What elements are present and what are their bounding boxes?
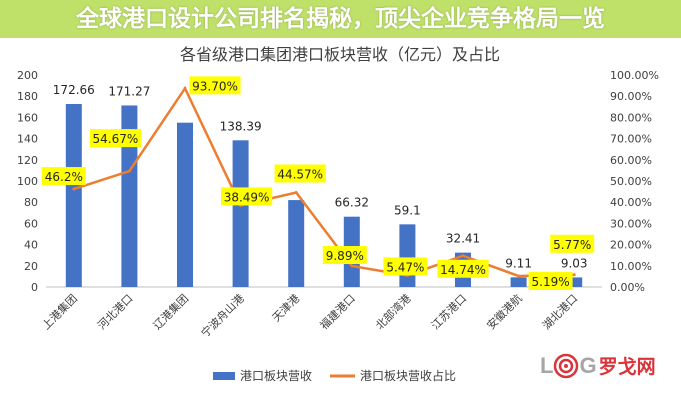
y-left-tick-label: 180 bbox=[17, 90, 38, 103]
pct-value-label: 5.77% bbox=[553, 238, 591, 252]
x-tick-label: 上港集团 bbox=[39, 291, 80, 332]
pct-label-box bbox=[528, 271, 573, 290]
y-left-tick-label: 0 bbox=[31, 281, 38, 294]
line-point bbox=[183, 86, 187, 90]
legend-swatch-bar bbox=[213, 372, 235, 380]
legend-label-line: 港口板块营收占比 bbox=[360, 368, 456, 383]
pct-label-box bbox=[550, 234, 595, 253]
bar bbox=[288, 200, 305, 287]
logo-cn: 罗戈网 bbox=[598, 356, 656, 378]
bar-value-label: 171.27 bbox=[108, 84, 150, 98]
line-point bbox=[294, 191, 298, 195]
pct-value-label: 44.57% bbox=[277, 168, 323, 182]
bar-value-label: 172.66 bbox=[53, 83, 95, 97]
line-point bbox=[461, 254, 465, 258]
bar bbox=[232, 140, 249, 287]
y-left-tick-label: 20 bbox=[24, 260, 38, 273]
pct-label-box bbox=[89, 129, 141, 148]
pct-value-label: 46.2% bbox=[45, 170, 83, 184]
pct-value-label: 14.74% bbox=[440, 263, 486, 277]
pct-value-label: 5.19% bbox=[532, 275, 570, 289]
pct-label-box bbox=[189, 76, 241, 95]
bar bbox=[177, 122, 193, 287]
pct-label-box bbox=[41, 167, 86, 186]
bar-value-label: 9.11 bbox=[505, 256, 532, 270]
legend: 港口板块营收 港口板块营收占比 bbox=[213, 368, 456, 383]
y-left-tick-label: 140 bbox=[17, 133, 38, 146]
y-right-tick-label: 30.00% bbox=[610, 217, 652, 230]
pct-value-label: 38.49% bbox=[224, 190, 270, 204]
y-left-tick-label: 60 bbox=[24, 217, 38, 230]
x-tick-label: 河北港口 bbox=[95, 292, 135, 332]
y-right-tick-label: 90.00% bbox=[610, 90, 652, 103]
y-right-tick-label: 60.00% bbox=[610, 154, 652, 167]
y-left-tick-label: 160 bbox=[17, 111, 38, 124]
pct-label-box bbox=[274, 164, 326, 183]
bar-value-label: 9.03 bbox=[561, 256, 588, 270]
y-right-tick-label: 40.00% bbox=[610, 196, 652, 209]
pct-label-box bbox=[221, 187, 273, 206]
x-tick-label: 天津港 bbox=[270, 292, 303, 325]
y-right-tick-label: 80.00% bbox=[610, 111, 652, 124]
bar bbox=[399, 224, 416, 287]
pct-label-box bbox=[383, 257, 428, 276]
logo-target-icon bbox=[554, 353, 579, 378]
pct-value-label: 93.70% bbox=[192, 79, 238, 93]
x-tick-label: 湖北港口 bbox=[540, 292, 580, 332]
x-tick-label: 辽港集团 bbox=[150, 291, 191, 332]
bar-value-label: 32.41 bbox=[446, 232, 480, 246]
line-point bbox=[350, 264, 354, 268]
logo-letter-g: G bbox=[579, 352, 597, 378]
banner-title: 全球港口设计公司排名揭秘，顶尖企业竞争格局一览 bbox=[76, 6, 605, 32]
line-series bbox=[73, 85, 575, 278]
bar-value-label: 59.1 bbox=[394, 203, 421, 217]
logo: L G 罗戈网 bbox=[540, 352, 656, 379]
bar bbox=[510, 277, 527, 287]
y-left-tick-label: 40 bbox=[24, 239, 38, 252]
pct-label-box bbox=[322, 246, 367, 265]
legend-label-bar: 港口板块营收 bbox=[240, 369, 312, 383]
title-banner: 全球港口设计公司排名揭秘，顶尖企业竞争格局一览 bbox=[0, 0, 681, 38]
y-right-tick-label: 10.00% bbox=[610, 260, 652, 273]
line-point bbox=[127, 169, 131, 173]
y-left-tick-label: 100 bbox=[17, 175, 38, 188]
y-right-tick-label: 0.00% bbox=[610, 281, 645, 294]
bar-value-label: 138.39 bbox=[220, 119, 262, 133]
bar bbox=[121, 105, 138, 287]
y-right-tick-label: 20.00% bbox=[610, 239, 652, 252]
pct-value-label: 54.67% bbox=[93, 132, 139, 146]
x-tick-label: 宁波舟山港 bbox=[198, 291, 247, 340]
x-tick-label: 安徽港航 bbox=[484, 291, 525, 332]
x-tick-label: 江苏港口 bbox=[429, 292, 469, 332]
y-right-tick-label: 50.00% bbox=[610, 175, 652, 188]
line-point bbox=[572, 273, 576, 277]
line-point bbox=[517, 274, 521, 278]
y-right-tick-label: 100.00% bbox=[610, 69, 659, 82]
y-left-tick-label: 200 bbox=[17, 69, 38, 82]
chart-title: 各省级港口集团港口板块营收（亿元）及占比 bbox=[180, 45, 500, 64]
y-right-tick-label: 70.00% bbox=[610, 133, 652, 146]
bar-value-label: 66.32 bbox=[335, 196, 369, 210]
bar bbox=[65, 103, 82, 287]
pct-label-box bbox=[437, 259, 489, 278]
pct-value-label: 5.47% bbox=[386, 260, 424, 274]
logo-letter-l: L bbox=[540, 352, 554, 378]
y-left-tick-label: 120 bbox=[17, 154, 38, 167]
bar bbox=[566, 277, 583, 287]
pct-value-label: 9.89% bbox=[326, 249, 364, 263]
x-tick-label: 北部湾港 bbox=[373, 291, 414, 332]
line-point bbox=[72, 187, 76, 191]
y-left-tick-label: 80 bbox=[24, 196, 38, 209]
x-tick-label: 福建港口 bbox=[317, 291, 358, 332]
